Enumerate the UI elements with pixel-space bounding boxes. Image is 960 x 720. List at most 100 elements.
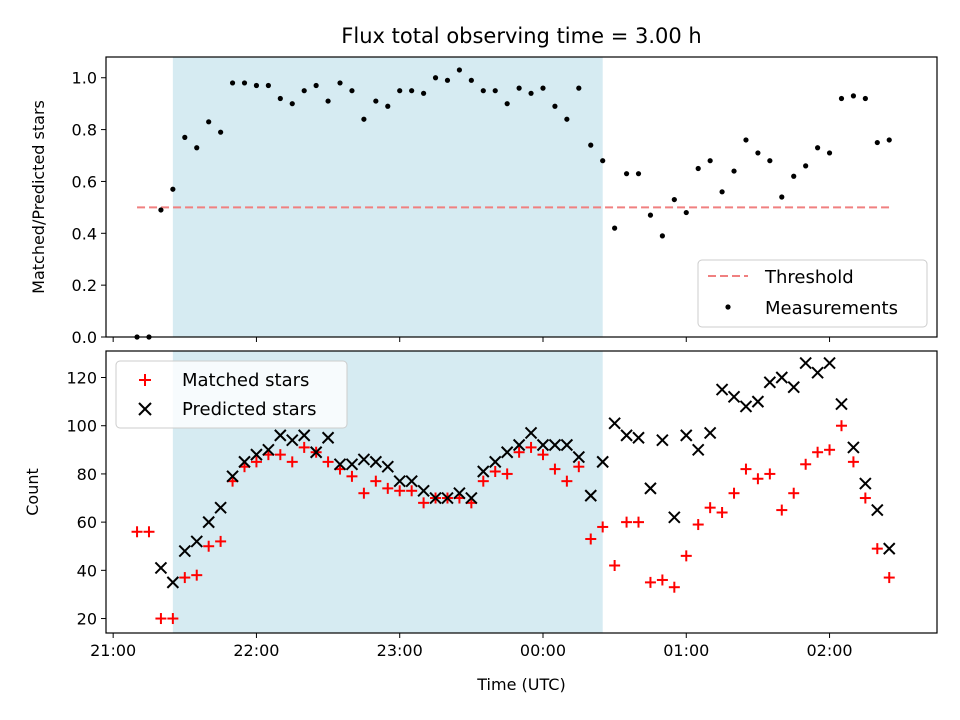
matched-star-point (668, 581, 680, 593)
matched-star-point (322, 456, 334, 468)
top-plot-area (134, 57, 892, 340)
bottom-legend: Matched stars Predicted stars (115, 360, 348, 429)
predicted-star-point (345, 458, 359, 471)
predicted-star-point (202, 515, 215, 529)
matched-star-point (537, 449, 549, 461)
matched-star-point (382, 482, 394, 494)
matched-star-point (179, 572, 191, 584)
bottom-y-tick-label: 80 (77, 465, 97, 484)
measurement-point (600, 158, 606, 164)
predicted-star-point (751, 395, 765, 408)
predicted-star-point (883, 542, 896, 555)
measurement-point (432, 75, 439, 81)
measurement-point (420, 90, 427, 96)
measurement-point (874, 139, 880, 146)
measurement-point (743, 137, 749, 143)
measurement-point (277, 95, 283, 102)
measurement-point (731, 168, 737, 174)
predicted-star-point (429, 491, 442, 505)
measurement-point (444, 77, 451, 83)
legend-matched-label: Matched stars (182, 370, 309, 391)
matched-star-point (274, 449, 286, 461)
predicted-star-point (691, 443, 705, 457)
top-y-tick-label: 0.6 (72, 172, 97, 191)
measurement-point (671, 196, 677, 203)
predicted-star-point (381, 460, 394, 473)
predicted-star-point (715, 383, 729, 396)
legend-measurements-swatch (725, 304, 731, 310)
matched-star-point (513, 446, 525, 458)
predicted-star-point (859, 477, 872, 490)
predicted-star-point (154, 561, 168, 575)
measurement-point (623, 171, 630, 177)
matched-star-point (871, 543, 883, 555)
measurement-point (253, 82, 260, 89)
measurement-point (791, 173, 797, 179)
matched-star-point (286, 456, 298, 468)
measurement-point (767, 158, 773, 164)
predicted-star-point (417, 484, 430, 498)
predicted-star-point (309, 446, 323, 459)
predicted-star-point (596, 455, 609, 469)
predicted-star-point (250, 448, 263, 461)
matched-star-point (250, 456, 262, 468)
matched-star-point (859, 492, 871, 504)
predicted-star-point (703, 426, 717, 440)
matched-star-point (716, 506, 728, 518)
measurement-point (385, 103, 391, 109)
matched-star-point (203, 540, 215, 552)
measurement-point (815, 145, 821, 151)
top-panel: 0.0 0.2 0.4 0.6 0.8 1.0 Matched/Predicted sta… (29, 56, 938, 347)
predicted-star-point (333, 458, 347, 471)
matched-star-point (298, 441, 310, 453)
measurement-point (361, 116, 367, 122)
predicted-star-point (477, 465, 490, 478)
top-x-ticks (112, 337, 831, 342)
measurement-point (170, 186, 176, 192)
measurement-point (194, 145, 200, 151)
matched-star-point (692, 519, 704, 531)
predicted-star-point (190, 535, 203, 548)
measurement-point (158, 207, 164, 213)
predicted-star-point (453, 486, 466, 500)
predicted-star-point (214, 501, 227, 514)
predicted-star-point (787, 380, 800, 394)
matched-star-point (501, 468, 513, 480)
measurement-point (265, 82, 271, 89)
matched-star-point (788, 487, 800, 499)
matched-star-point (764, 468, 776, 480)
measurement-point (313, 82, 319, 89)
predicted-star-point (536, 438, 550, 452)
predicted-star-point (644, 482, 657, 495)
matched-star-point (573, 461, 585, 473)
matched-star-point (346, 470, 358, 482)
measurement-point (206, 119, 212, 125)
matched-star-point (776, 504, 788, 516)
measurement-point (683, 209, 689, 216)
predicted-star-point (811, 366, 824, 379)
matched-star-point (728, 487, 740, 499)
measurement-point (588, 142, 594, 148)
x-axis-label: Time (UTC) (476, 675, 565, 694)
predicted-star-point (286, 433, 299, 447)
x-tick-label: 21:00 (90, 641, 136, 660)
measurement-point (528, 90, 534, 96)
predicted-star-point (763, 376, 777, 389)
x-tick-label: 00:00 (520, 641, 566, 660)
x-tick-label: 01:00 (663, 641, 709, 660)
predicted-star-point (524, 426, 538, 440)
measurement-point (695, 165, 701, 172)
top-y-tick-label: 0.8 (72, 121, 97, 140)
bottom-y-tick-label: 100 (66, 417, 97, 436)
matched-star-point (656, 574, 668, 586)
legend-threshold-label: Threshold (764, 267, 854, 288)
x-tick-label: 22:00 (233, 641, 279, 660)
matched-star-point (215, 535, 227, 547)
measurement-point (480, 88, 486, 94)
predicted-star-point (238, 455, 251, 469)
matched-star-point (358, 487, 370, 499)
measurement-point (409, 88, 415, 94)
measurement-point (456, 67, 463, 73)
matched-star-point (597, 521, 609, 533)
measurement-point (552, 103, 558, 109)
